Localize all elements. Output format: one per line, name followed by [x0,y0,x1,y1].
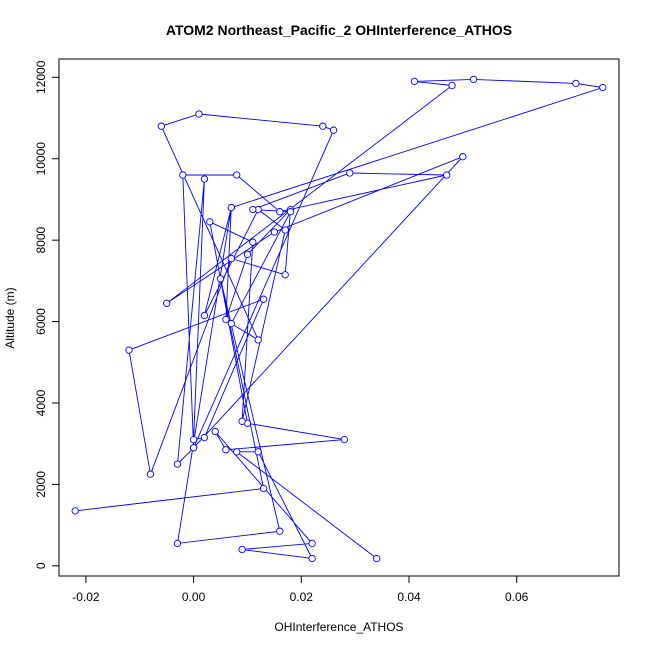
y-tick-label: 10000 [34,142,48,176]
data-point [125,346,133,354]
data-point [259,484,268,493]
data-point [286,208,295,216]
data-point [319,122,327,130]
data-point [146,470,155,478]
data-point [173,460,182,468]
y-axis: 0 2000 4000 6000 8000 10000 12000 [34,60,60,569]
x-tick-label: 0.02 [290,590,314,604]
data-point [173,539,182,548]
x-axis: -0.02 0.00 0.02 0.04 0.06 [72,575,529,604]
data-point [270,228,279,236]
data-point [227,203,235,212]
data-point [308,539,316,548]
data-point [222,446,230,454]
data-point [189,444,198,452]
data-point [243,250,252,259]
y-tick-label: 0 [34,562,48,569]
data-point [200,433,209,442]
x-tick-label: -0.02 [72,590,100,604]
data-point [281,271,289,279]
data-point [227,254,235,263]
chart-title: ATOM2 Northeast_Pacific_2 OHInterference… [166,22,512,38]
data-point [276,208,284,216]
data-point [254,448,262,456]
data-point [195,110,203,118]
data-point [599,83,607,92]
y-tick-label: 4000 [34,389,48,416]
data-point [200,311,209,320]
data-point [238,417,246,425]
y-tick-label: 2000 [34,471,48,498]
y-tick-label: 12000 [34,60,48,94]
data-point [410,77,419,86]
data-point [233,448,241,456]
data-point [157,122,165,130]
data-point [206,218,214,226]
data-point [308,554,316,563]
data-point [254,336,262,344]
y-tick-label: 8000 [34,226,48,253]
data-point [227,319,235,328]
data-point [222,315,230,324]
data-point [211,427,219,436]
x-tick-label: 0.04 [397,590,421,604]
data-point [373,554,381,563]
x-tick-label: 0.06 [505,590,529,604]
data-point [443,171,451,179]
data-point [329,126,338,134]
data-point [281,226,289,234]
data-point [200,175,209,183]
y-axis-label: Altitude (m) [3,287,17,348]
data-point [233,171,241,179]
data-point [249,238,257,246]
series-points [71,75,607,563]
data-point [216,275,225,283]
data-point [469,75,478,84]
data-point [71,507,79,515]
y-tick-label: 6000 [34,308,48,335]
data-point [459,153,467,161]
data-point [340,435,349,444]
data-point [572,79,580,88]
data-point [238,545,246,554]
data-point [163,299,171,307]
x-axis-label: OHInterference_ATHOS [274,620,403,634]
data-point [259,295,268,303]
data-point [249,205,257,214]
data-point [276,527,284,535]
data-point [179,171,187,179]
data-point [346,169,354,177]
x-tick-label: 0.00 [182,590,206,604]
data-point [189,435,198,444]
data-point [448,81,456,90]
